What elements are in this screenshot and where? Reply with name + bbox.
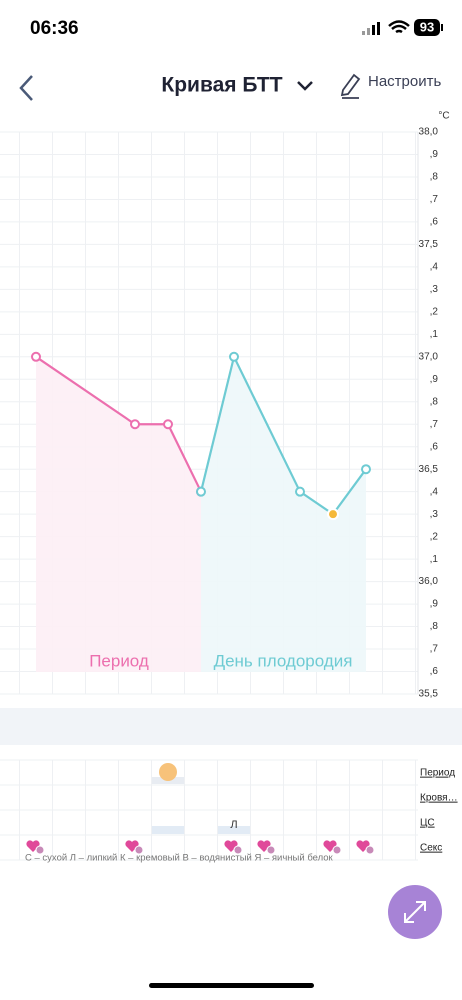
heart-badge [35,845,45,855]
y-tick-label: ,6 [430,441,439,452]
y-tick-label: ,9 [430,374,439,385]
chart: 35,5 ,6 ,7 ,8 ,9 36,0 ,1 ,2 ,3 ,4 36,5 ,6 ,7 ,8 ,9 37,0… [0,127,450,740]
y-tick-label: ,6 [430,217,439,228]
time: 06:36 [30,18,79,39]
back-button[interactable] [19,75,33,101]
y-tick-label: ,2 [430,306,439,317]
wifi [388,20,410,34]
y-tick-label: ,8 [430,172,439,183]
ovulation-point [327,508,339,521]
page-title[interactable]: Кривая БТТ [161,74,282,97]
battery-level: 93 [420,19,434,34]
y-tick-label: ,4 [430,262,439,273]
heart-badge [134,845,144,855]
settings-button[interactable]: Настроить [368,73,441,90]
tracker-row-label: Кровя… [420,793,458,804]
heart-badge [266,845,276,855]
date-row-band [0,708,462,745]
heart-icon [323,840,337,852]
signal [362,22,380,35]
heart-icon [356,840,370,852]
data-point [229,351,239,362]
series-area [201,356,366,672]
y-tick-label: 35,5 [419,689,439,700]
series-line [35,355,202,493]
y-tick-label: ,1 [430,554,439,565]
y-tick-label: ,8 [430,621,439,632]
y-tick-label: ,4 [430,486,439,497]
series-label: Период [89,651,149,670]
y-tick-label: 37,5 [419,239,439,250]
heart-badge [233,845,243,855]
y-tick-label: ,7 [430,644,439,655]
heart-badge [332,845,342,855]
y-tick-label: ,1 [430,329,439,340]
data-point [163,419,173,430]
cs-mark: Л [230,819,237,831]
series-label: День плодородия [214,651,353,670]
cs-tile [152,826,184,834]
tracker-row-label: Секс [420,843,442,854]
mood-icon [159,763,177,781]
y-tick-label: ,3 [430,509,439,520]
home-indicator [149,983,314,988]
cs-legend: С – сухой Л – липкий К – кремовый В – во… [25,853,334,864]
expand-icon [404,901,426,923]
y-tick-label: ,7 [430,194,439,205]
y-tick-label: 36,5 [419,464,439,475]
y-tick-label: 36,0 [419,576,439,587]
y-tick-label: ,2 [430,531,439,542]
battery [414,19,440,36]
unit-label: °C [438,111,449,122]
edit-icon[interactable] [340,73,361,99]
heart-icon [257,840,271,852]
tracker: Период Кровя… ЦС Секс Л С – сухой Л – липкий … [0,759,458,864]
y-tick-label: ,3 [430,284,439,295]
y-tick-label: ,8 [430,396,439,407]
series-area [36,356,201,672]
y-tick-label: 37,0 [419,351,439,362]
heart-icon [26,840,40,852]
battery-cap [441,24,443,31]
y-tick-label: ,6 [430,666,439,677]
data-point [31,351,41,362]
data-point [196,486,206,497]
y-tick-label: ,9 [430,599,439,610]
heart-badge [365,845,375,855]
data-point [295,486,305,497]
heart-icon [224,840,238,852]
tracker-row-label: ЦС [420,818,435,829]
cs-tile [218,826,250,834]
y-tick-label: ,7 [430,419,439,430]
y-tick-label: ,9 [430,149,439,160]
title-dropdown[interactable] [297,81,313,91]
tracker-row-label: Период [420,768,455,779]
data-point [130,419,140,430]
y-tick-label: 38,0 [419,127,439,138]
heart-icon [125,840,139,852]
data-point [361,464,371,475]
